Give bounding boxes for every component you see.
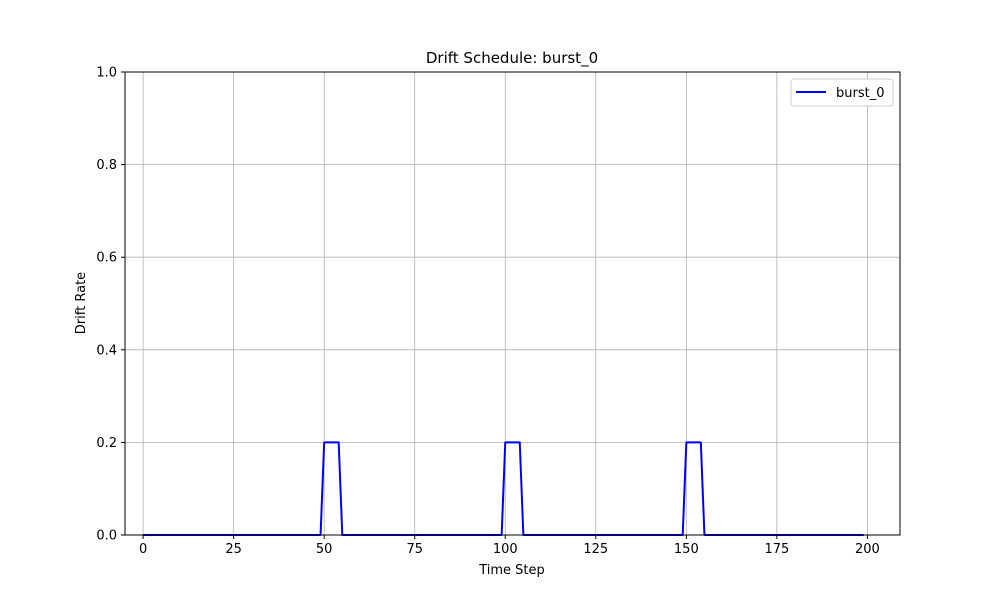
- legend-box: [790, 78, 894, 107]
- y-axis-ticks: 0.0 0.2 0.4 0.6 0.8 1.0: [96, 66, 125, 544]
- x-tick-label: 200: [855, 542, 880, 557]
- y-tick-label: 1.0: [96, 66, 117, 81]
- chart-title: Drift Schedule: burst_0: [426, 49, 598, 68]
- legend-label-burst-0: burst_0: [836, 86, 884, 101]
- x-tick-label: 75: [406, 542, 423, 557]
- plot-frame: [124, 71, 901, 536]
- x-tick-label: 0: [139, 542, 147, 557]
- legend: burst_0: [790, 78, 894, 107]
- y-tick-label: 0.4: [96, 343, 117, 358]
- y-tick-label: 0.6: [96, 251, 117, 266]
- x-axis-label: Time Step: [478, 563, 545, 578]
- x-tick-label: 150: [674, 542, 699, 557]
- y-axis-label: Drift Rate: [74, 272, 89, 334]
- x-tick-label: 175: [764, 542, 789, 557]
- x-tick-label: 25: [225, 542, 242, 557]
- y-tick-label: 0.8: [96, 158, 117, 173]
- y-tick-label: 0.2: [96, 436, 117, 451]
- x-tick-label: 125: [583, 542, 608, 557]
- y-tick-label: 0.0: [96, 529, 117, 544]
- x-tick-label: 100: [493, 542, 518, 557]
- plot-area: [125, 72, 900, 535]
- series-line-burst-0: [143, 441, 864, 536]
- x-axis-ticks: 0 25 50 75 100 125 150 175 200: [139, 535, 880, 557]
- series-layer: [143, 441, 864, 536]
- x-tick-label: 50: [316, 542, 333, 557]
